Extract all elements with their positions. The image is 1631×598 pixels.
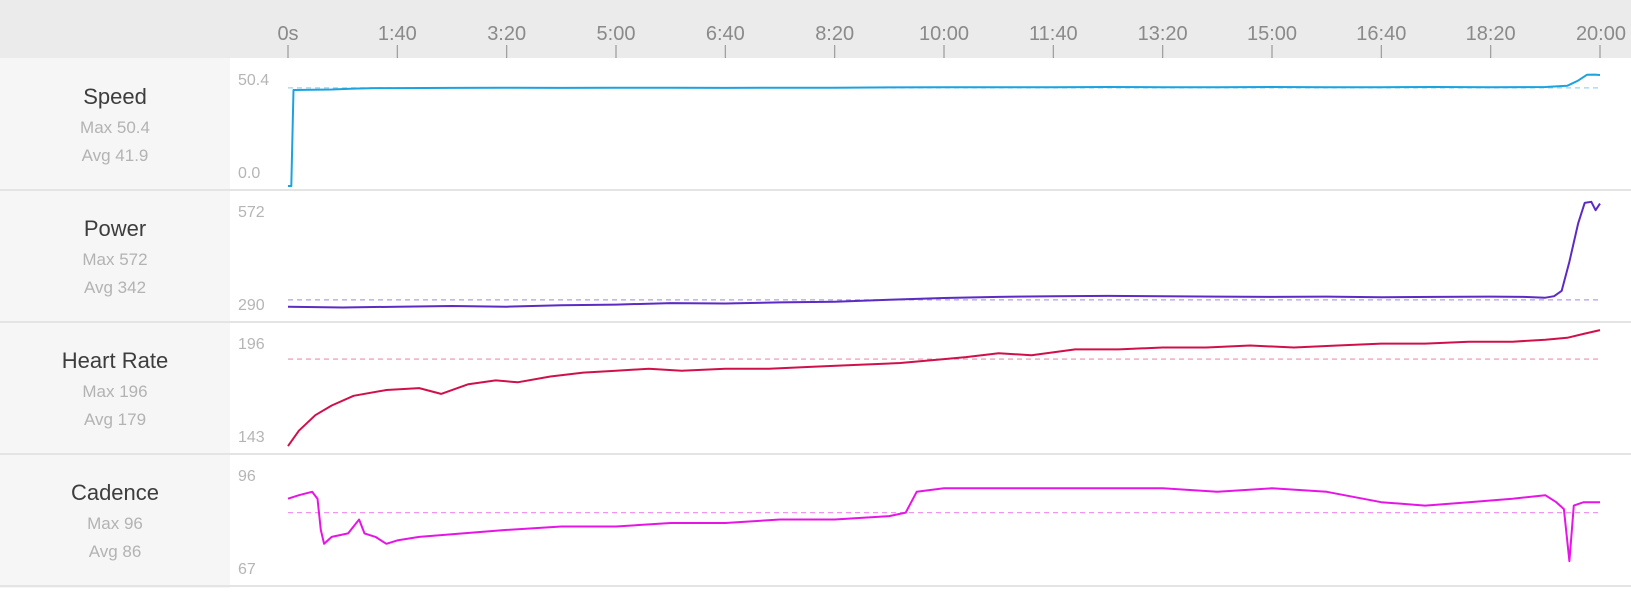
x-tick-label: 16:40 <box>1356 23 1406 45</box>
metric-max: Max 572 <box>82 250 148 269</box>
metric-label-power: Power Max 572 Avg 342 <box>0 190 230 322</box>
plot-area <box>230 323 1601 453</box>
y-max-label: 196 <box>238 336 265 353</box>
metric-avg: Avg 179 <box>83 410 147 429</box>
x-tick-label: 20:00 <box>1576 23 1626 45</box>
panel-speed: 50.4 0.0 <box>0 59 1631 191</box>
y-max-label: 96 <box>238 468 256 485</box>
x-tick-label: 11:40 <box>1029 23 1078 45</box>
panel-cadence: 96 67 <box>0 455 1631 587</box>
metric-title: Heart Rate <box>61 348 169 373</box>
metric-avg: Avg 342 <box>83 278 147 297</box>
x-tick-label: 10:00 <box>919 23 969 45</box>
metric-title: Cadence <box>70 480 160 505</box>
plot-area <box>230 191 1601 321</box>
series-line-heart-rate <box>287 329 1601 447</box>
y-max-label: 572 <box>238 204 265 221</box>
x-tick-label: 5:00 <box>597 23 636 45</box>
metric-max: Max 96 <box>87 514 143 533</box>
x-tick-label: 13:20 <box>1138 23 1188 45</box>
x-tick-label: 8:20 <box>815 23 854 45</box>
metric-label-speed: Speed Max 50.4 Avg 41.9 <box>0 58 230 190</box>
metric-max: Max 50.4 <box>80 118 150 137</box>
metric-label-heart-rate: Heart Rate Max 196 Avg 179 <box>0 322 230 454</box>
plot-area <box>230 59 1601 189</box>
time-axis: 0s 1:40 3:20 5:00 6:40 8:20 10:00 11:40 13:20 15:… <box>277 23 1626 58</box>
series-line-power <box>287 200 1601 309</box>
plot-area <box>230 455 1601 585</box>
y-min-label: 0.0 <box>238 165 260 182</box>
x-tick-label: 3:20 <box>487 23 526 45</box>
metric-title: Speed <box>83 84 147 109</box>
metric-max: Max 196 <box>82 382 148 401</box>
panel-heart-rate: 196 143 <box>0 323 1631 455</box>
metric-label-cadence: Cadence Max 96 Avg 86 <box>0 454 230 586</box>
x-tick-label: 6:40 <box>706 23 745 45</box>
metric-title: Power <box>83 216 147 241</box>
x-tick-label: 1:40 <box>378 23 417 45</box>
x-tick-label: 15:00 <box>1247 23 1297 45</box>
y-max-label: 50.4 <box>238 72 269 89</box>
y-min-label: 143 <box>238 429 265 446</box>
metric-avg: Avg 41.9 <box>81 146 149 165</box>
x-tick-label: 0s <box>277 23 298 45</box>
panel-power: 572 290 <box>0 191 1631 323</box>
x-tick-label: 18:20 <box>1466 23 1516 45</box>
y-min-label: 290 <box>238 297 265 314</box>
series-line-speed <box>288 73 1601 187</box>
metric-avg: Avg 86 <box>88 542 142 561</box>
y-min-label: 67 <box>238 561 256 578</box>
series-line-cadence <box>287 487 1600 563</box>
